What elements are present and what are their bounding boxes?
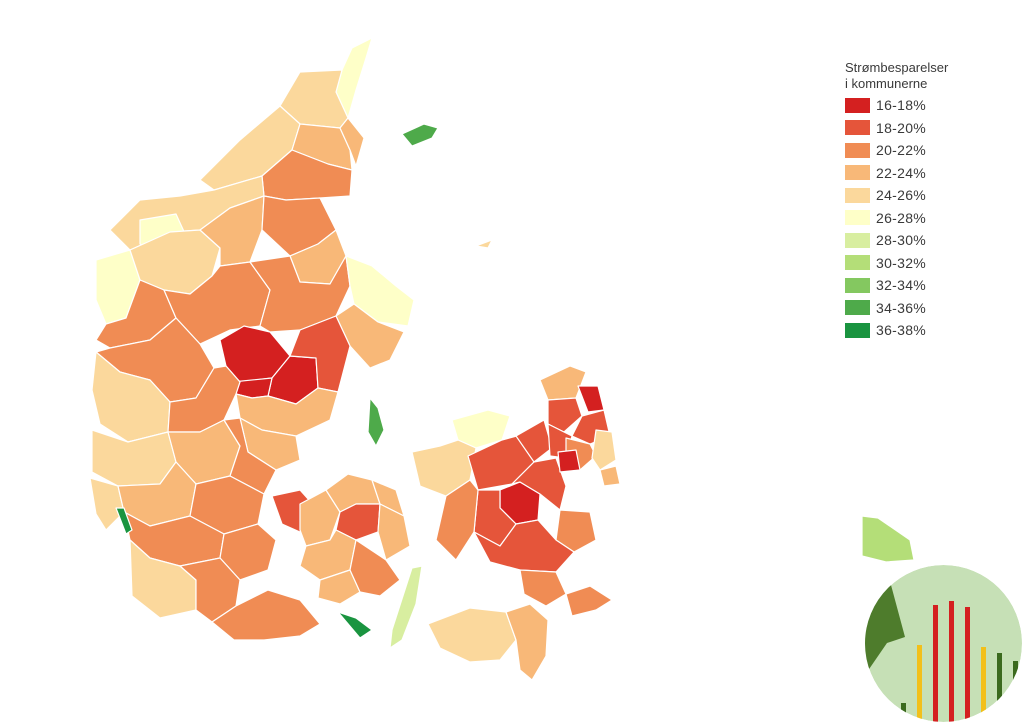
legend-item: 36-38% — [845, 319, 948, 342]
legend-label: 36-38% — [876, 322, 927, 339]
legend-label: 34-36% — [876, 299, 927, 316]
region-nyborg — [377, 503, 411, 561]
region-svendborg — [349, 539, 401, 597]
legend-swatch — [845, 277, 870, 293]
region-esbjerg — [89, 477, 125, 531]
badge-bar — [1013, 661, 1018, 722]
legend-item: 18-20% — [845, 117, 948, 140]
region-vejle — [223, 417, 277, 495]
legend-title-line1: Strømbesparelser — [845, 60, 949, 75]
region-stevns — [555, 509, 597, 553]
legend-title-line2: i kommunerne — [845, 76, 928, 91]
legend-item: 26-28% — [845, 207, 948, 230]
legend-item: 24-26% — [845, 184, 948, 207]
legend-item: 16-18% — [845, 94, 948, 117]
legend-item: 30-32% — [845, 252, 948, 275]
legend-item: 34-36% — [845, 297, 948, 320]
badge-bar — [901, 703, 906, 722]
legend-item: 32-34% — [845, 274, 948, 297]
region-halsnaes — [539, 365, 587, 401]
region-fano — [115, 507, 133, 535]
badge-bar — [933, 605, 938, 722]
region-syddjurs — [335, 303, 405, 369]
legend-label: 32-34% — [876, 277, 927, 294]
legend-swatch — [845, 120, 870, 136]
region-lolland — [427, 607, 517, 663]
region-faaborg — [317, 569, 361, 605]
legend-items: 16-18% 18-20% 20-22% 22-24% 24-26% 26-28… — [845, 94, 948, 342]
region-vordingborg — [565, 585, 613, 617]
badge-arrow — [865, 585, 905, 675]
legend-swatch — [845, 97, 870, 113]
region-guldborgsund — [505, 603, 549, 681]
legend: Strømbesparelser i kommunerne 16-18% 18-… — [845, 60, 948, 342]
region-samso — [367, 397, 385, 447]
legend-swatch — [845, 142, 870, 158]
region-laeso — [401, 123, 439, 147]
legend-swatch — [845, 187, 870, 203]
legend-swatch — [845, 322, 870, 338]
legend-swatch — [845, 300, 870, 316]
region-helsingor — [577, 385, 605, 413]
legend-label: 18-20% — [876, 119, 927, 136]
region-faxe — [519, 569, 567, 607]
legend-label: 28-30% — [876, 232, 927, 249]
badge-bar — [965, 607, 970, 722]
region-anholt — [475, 239, 493, 249]
region-viborg-north — [199, 195, 265, 267]
region-koge — [511, 457, 567, 511]
legend-swatch — [845, 232, 870, 248]
region-randers — [249, 255, 351, 333]
region-gribskov — [547, 397, 583, 433]
region-saeby — [339, 117, 365, 167]
region-djursland — [345, 255, 415, 327]
region-copenhagen — [591, 429, 617, 471]
badge-bar — [949, 601, 954, 722]
legend-item: 20-22% — [845, 139, 948, 162]
region-amager — [599, 465, 621, 487]
legend-label: 22-24% — [876, 164, 927, 181]
region-bornholm — [861, 515, 915, 563]
legend-label: 30-32% — [876, 254, 927, 271]
region-sonderborg — [211, 589, 321, 641]
legend-label: 24-26% — [876, 187, 927, 204]
legend-item: 28-30% — [845, 229, 948, 252]
region-aero — [337, 611, 373, 639]
badge-bar — [997, 653, 1002, 722]
badge-bar — [917, 645, 922, 722]
bar-chart-logo-icon — [865, 565, 1022, 722]
legend-item: 22-24% — [845, 162, 948, 185]
legend-label: 20-22% — [876, 142, 927, 159]
region-roskilde — [557, 449, 581, 473]
region-naestved — [473, 519, 575, 573]
legend-swatch — [845, 255, 870, 271]
region-langeland — [389, 565, 423, 649]
legend-label: 26-28% — [876, 209, 927, 226]
legend-swatch — [845, 165, 870, 181]
badge-bar — [981, 647, 986, 722]
legend-title: Strømbesparelser i kommunerne — [845, 60, 948, 92]
legend-label: 16-18% — [876, 97, 927, 114]
legend-swatch — [845, 210, 870, 226]
